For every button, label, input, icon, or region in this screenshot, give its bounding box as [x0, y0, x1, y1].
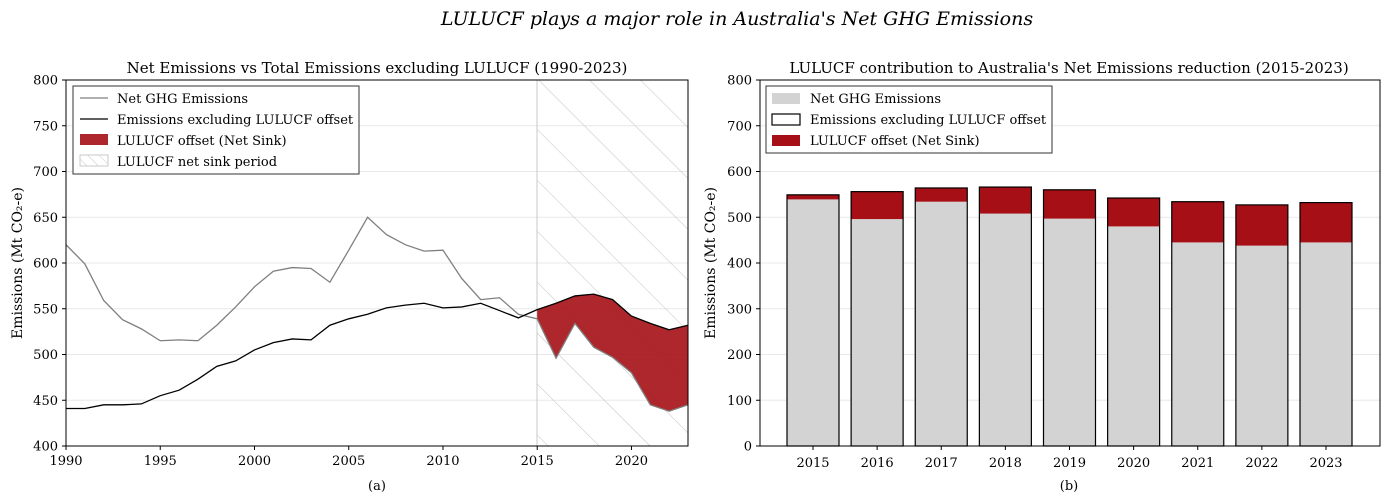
b-ytick-label-2: 200 — [727, 348, 752, 363]
a-ytick-label-2: 500 — [33, 348, 58, 363]
bar-offset-2016 — [851, 191, 904, 220]
legend-b-item-3: LULUCF offset (Net Sink) — [810, 134, 980, 149]
b-ytick-label-0: 0 — [744, 440, 752, 455]
a-ytick-label-1: 450 — [33, 394, 58, 409]
a-ytick-label-8: 800 — [33, 74, 58, 89]
bar-offset-2015 — [787, 194, 839, 200]
bar-net-2020 — [1107, 226, 1160, 446]
bar-net-2019 — [1043, 218, 1096, 446]
bar-offset-2017 — [915, 187, 968, 202]
b-xtick-label-2017: 2017 — [925, 456, 958, 471]
legend-offset-swatch — [80, 134, 108, 145]
chart-b-ylabel: Emissions (Mt CO₂-e) — [703, 187, 719, 339]
legend-a-item-3: LULUCF offset (Net Sink) — [117, 134, 287, 149]
a-xtick-label-3: 2005 — [332, 454, 365, 469]
b-xtick-label-2015: 2015 — [796, 456, 829, 471]
bar-net-2015 — [787, 199, 839, 446]
a-xtick-label-5: 2015 — [521, 454, 554, 469]
a-ytick-label-5: 650 — [33, 211, 58, 226]
b-xtick-label-2021: 2021 — [1181, 456, 1214, 471]
b-ytick-label-7: 700 — [727, 119, 752, 134]
a-xtick-label-6: 2020 — [615, 454, 648, 469]
legend-b-excl-swatch — [771, 113, 801, 126]
legend-a-item-4: LULUCF net sink period — [117, 155, 277, 170]
bar-offset-2021 — [1171, 201, 1224, 243]
bar-offset-2020 — [1107, 198, 1160, 227]
b-xtick-label-2018: 2018 — [989, 456, 1022, 471]
a-xtick-label-2: 2000 — [238, 454, 271, 469]
b-ytick-label-8: 800 — [727, 74, 752, 89]
bar-offset-2019 — [1043, 189, 1096, 219]
bar-offset-2022 — [1235, 204, 1288, 246]
bar-net-2022 — [1235, 245, 1288, 446]
a-xtick-label-4: 2010 — [426, 454, 459, 469]
legend-a-item-2: Emissions excluding LULUCF offset — [117, 113, 354, 128]
chart-a-x-axis: 1990 1995 2000 2005 2010 2015 2020 — [49, 446, 648, 469]
bar-net-2017 — [915, 201, 968, 446]
chart-b-legend: Net GHG Emissions Emissions excluding LU… — [765, 85, 1053, 154]
a-ytick-label-0: 400 — [33, 440, 58, 455]
chart-a-y-axis: 400 450 500 550 600 650 700 750 800 — [33, 74, 66, 455]
b-xtick-label-2019: 2019 — [1053, 456, 1086, 471]
chart-a-legend: Net GHG Emissions Emissions excluding LU… — [72, 85, 360, 175]
figure-title: LULUCF plays a major role in Australia's… — [440, 8, 1033, 30]
chart-b: LULUCF contribution to Australia's Net E… — [703, 59, 1381, 494]
chart-a-plot-area — [66, 216, 688, 412]
b-xtick-label-2023: 2023 — [1309, 456, 1342, 471]
chart-b-bars — [786, 186, 1353, 447]
a-ytick-label-3: 550 — [33, 302, 58, 317]
bar-offset-2018 — [979, 187, 1032, 214]
chart-a-subcaption: (a) — [368, 479, 386, 494]
legend-b-net-swatch — [772, 93, 800, 104]
bar-net-2021 — [1171, 242, 1224, 446]
emissions-excluding-lulucf-line — [66, 293, 688, 410]
bar-net-2023 — [1300, 242, 1352, 446]
chart-a-title: Net Emissions vs Total Emissions excludi… — [127, 59, 628, 77]
b-xtick-label-2016: 2016 — [861, 456, 894, 471]
chart-b-y-axis: 0 100 200 300 400 500 600 700 800 — [727, 74, 760, 455]
legend-b-item-1: Net GHG Emissions — [810, 92, 941, 107]
legend-hatch-swatch — [79, 154, 109, 167]
a-ytick-label-4: 600 — [33, 257, 58, 272]
b-xtick-label-2022: 2022 — [1245, 456, 1278, 471]
bar-offset-2023 — [1300, 202, 1352, 243]
b-ytick-label-5: 500 — [727, 211, 752, 226]
b-ytick-label-1: 100 — [727, 394, 752, 409]
b-ytick-label-4: 400 — [727, 257, 752, 272]
a-xtick-label-0: 1990 — [49, 454, 82, 469]
a-ytick-label-6: 700 — [33, 165, 58, 180]
net-ghg-emissions-line — [66, 216, 688, 412]
chart-b-title: LULUCF contribution to Australia's Net E… — [789, 59, 1348, 77]
legend-a-item-1: Net GHG Emissions — [117, 92, 248, 107]
chart-b-subcaption: (b) — [1060, 479, 1078, 494]
legend-b-item-2: Emissions excluding LULUCF offset — [810, 113, 1047, 128]
b-ytick-label-3: 300 — [727, 302, 752, 317]
chart-a-ylabel: Emissions (Mt CO₂-e) — [10, 187, 26, 339]
b-xtick-label-2020: 2020 — [1117, 456, 1150, 471]
chart-b-x-axis: 2015 2016 2017 2018 2019 2020 2021 2022 2023 — [796, 446, 1343, 471]
b-ytick-label-6: 600 — [727, 165, 752, 180]
bar-net-2016 — [851, 219, 904, 446]
bar-net-2018 — [979, 213, 1032, 446]
chart-a: Net Emissions vs Total Emissions excludi… — [10, 59, 689, 494]
a-xtick-label-1: 1995 — [144, 454, 177, 469]
legend-b-offset-swatch — [772, 135, 800, 146]
a-ytick-label-7: 750 — [33, 119, 58, 134]
